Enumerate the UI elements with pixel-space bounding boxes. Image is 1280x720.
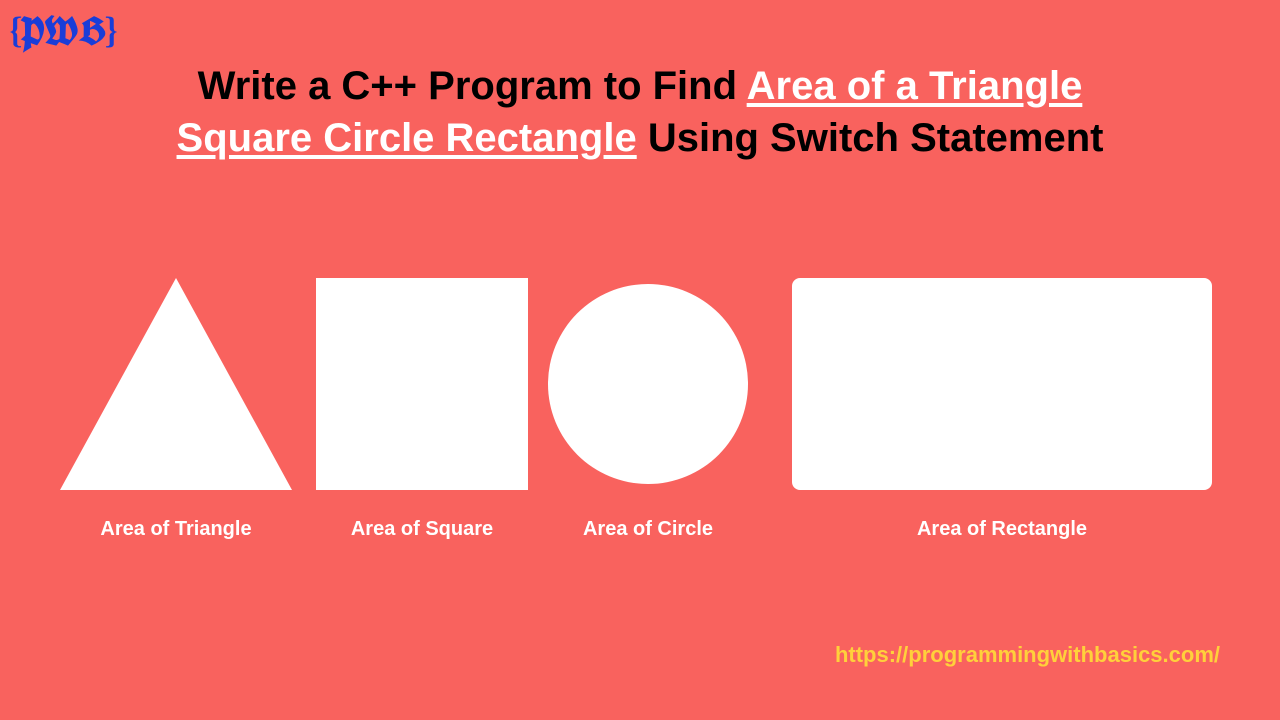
circle-icon bbox=[548, 284, 748, 484]
rectangle-label: Area of Rectangle bbox=[917, 518, 1087, 541]
triangle-icon bbox=[60, 278, 292, 490]
page-title: Write a C++ Program to Find Area of a Tr… bbox=[0, 60, 1280, 164]
triangle-col: Area of Triangle bbox=[60, 278, 292, 541]
title-post: Using Switch Statement bbox=[637, 116, 1104, 160]
title-highlight-2: Square Circle Rectangle bbox=[177, 116, 637, 160]
triangle-label: Area of Triangle bbox=[100, 518, 251, 541]
footer-url[interactable]: https://programmingwithbasics.com/ bbox=[835, 642, 1220, 668]
rectangle-col: Area of Rectangle bbox=[792, 278, 1212, 541]
circle-label: Area of Circle bbox=[583, 518, 713, 541]
shapes-row: Area of Triangle Area of Square Area of … bbox=[0, 278, 1280, 541]
title-pre: Write a C++ Program to Find bbox=[198, 64, 747, 108]
title-highlight-1: Area of a Triangle bbox=[747, 64, 1083, 108]
square-label: Area of Square bbox=[351, 518, 493, 541]
circle-col: Area of Circle bbox=[548, 284, 748, 541]
logo: {PWB} bbox=[10, 6, 116, 58]
rectangle-icon bbox=[792, 278, 1212, 490]
square-icon bbox=[316, 278, 528, 490]
square-col: Area of Square bbox=[316, 278, 528, 541]
